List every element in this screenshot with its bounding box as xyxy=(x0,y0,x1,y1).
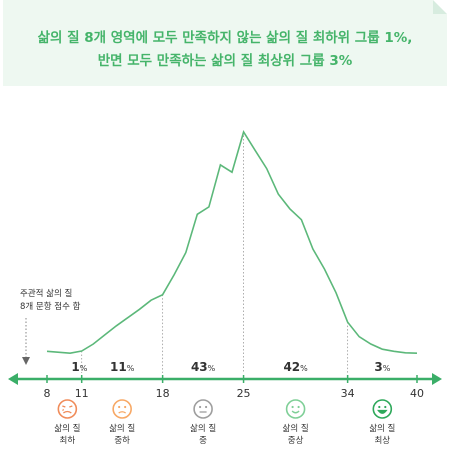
neutral-face-icon xyxy=(193,399,213,419)
face-label-line2: 중상 xyxy=(287,436,304,446)
face-mouth xyxy=(118,411,127,414)
face-eye-left xyxy=(62,405,66,408)
segment-percent-unit: % xyxy=(208,364,216,373)
headline-banner: 삶의 질 8개 영역에 모두 만족하지 않는 삶의 질 최하위 그룹 1%, 반… xyxy=(3,0,447,86)
grin-face-icon xyxy=(372,399,393,419)
face-eye-left xyxy=(291,405,294,409)
face-outline xyxy=(285,399,306,419)
headline-line-2: 반면 모두 만족하는 삶의 질 최상위 그룹 3% xyxy=(97,53,353,69)
segment-divider-lines xyxy=(81,132,349,373)
sad-face-icon xyxy=(112,399,132,419)
x-axis-right-arrow xyxy=(432,373,442,385)
face-label-line1: 삶의 질 xyxy=(190,424,217,434)
y-arrow-head xyxy=(22,357,30,365)
segment-percent-unit: % xyxy=(300,364,308,373)
y-axis-arrow xyxy=(22,318,30,365)
segment-percent-4: 3% xyxy=(374,360,390,374)
face-label-line2: 중하 xyxy=(114,436,130,446)
face-eye-left xyxy=(198,405,202,409)
face-label-line1: 삶의 질 xyxy=(369,424,396,434)
face-eye-right xyxy=(297,405,300,409)
face-label-line2: 중 xyxy=(199,436,207,446)
tick-label-8: 8 xyxy=(44,387,51,400)
face-eye-right xyxy=(384,405,387,409)
face-tear xyxy=(62,408,64,412)
face-eye-right xyxy=(204,405,208,409)
quality-face-icons xyxy=(57,399,393,419)
segment-percent-unit: % xyxy=(80,364,88,373)
segment-percent-value: 1 xyxy=(71,360,79,374)
banner-fold-corner xyxy=(433,0,447,14)
segment-percent-unit: % xyxy=(127,364,135,373)
x-tick-labels: 8 11 18 25 34 40 xyxy=(44,375,424,400)
tick-label-40: 40 xyxy=(410,387,424,400)
crying-face-icon xyxy=(57,399,78,419)
face-label-line1: 삶의 질 xyxy=(109,424,136,434)
face-eye-right xyxy=(124,405,127,409)
segment-percent-1: 11% xyxy=(110,360,135,374)
segment-percent-3: 42% xyxy=(283,360,308,374)
segment-percent-unit: % xyxy=(383,364,391,373)
face-mouth xyxy=(291,410,300,414)
face-label-line2: 최상 xyxy=(374,436,391,446)
tick-label-34: 34 xyxy=(341,387,355,400)
face-eye-left xyxy=(118,405,121,409)
tick-label-25: 25 xyxy=(237,387,251,400)
face-eye-left xyxy=(378,405,381,409)
segment-percent-value: 3 xyxy=(374,360,382,374)
tick-label-18: 18 xyxy=(156,387,170,400)
face-outline xyxy=(372,399,393,419)
face-label-line1: 삶의 질 xyxy=(54,424,81,434)
face-outline xyxy=(57,399,78,419)
face-eye-right xyxy=(69,405,73,408)
x-axis-left-arrow xyxy=(8,373,18,385)
smile-face-icon xyxy=(285,399,306,419)
face-mouth xyxy=(62,410,72,414)
segment-percent-0: 1% xyxy=(71,360,87,374)
y-axis-label-line-2: 8개 문항 점수 합 xyxy=(20,302,81,312)
tick-label-11: 11 xyxy=(75,387,89,400)
face-mouth xyxy=(377,409,388,414)
headline-line-1: 삶의 질 8개 영역에 모두 만족하지 않는 삶의 질 최하위 그룹 1%, xyxy=(37,30,413,46)
face-outline xyxy=(112,399,132,419)
face-outline xyxy=(193,399,213,419)
y-axis-label-line-1: 주관적 삶의 질 xyxy=(20,289,73,299)
x-axis xyxy=(8,373,442,385)
segment-percent-value: 42 xyxy=(283,360,300,374)
face-label-line2: 최하 xyxy=(59,436,76,446)
segment-percent-labels: 1% 11% 43% 42% 3% xyxy=(71,360,390,374)
distribution-curve xyxy=(46,130,418,355)
segment-percent-value: 43 xyxy=(191,360,208,374)
segment-percent-value: 11 xyxy=(110,360,127,374)
face-label-line1: 삶의 질 xyxy=(282,424,309,434)
segment-percent-2: 43% xyxy=(191,360,216,374)
